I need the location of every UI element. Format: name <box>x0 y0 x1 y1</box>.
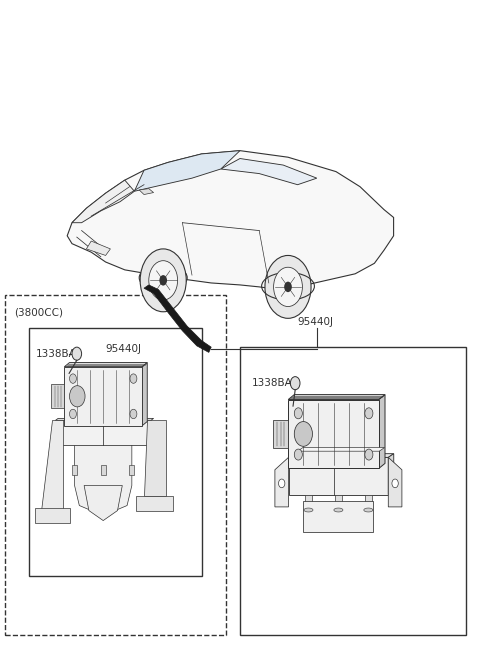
Circle shape <box>70 374 76 383</box>
Circle shape <box>130 374 137 383</box>
Polygon shape <box>86 241 110 255</box>
Circle shape <box>365 408 373 419</box>
Polygon shape <box>144 421 166 496</box>
Text: 95440J: 95440J <box>298 317 334 328</box>
Polygon shape <box>41 421 63 510</box>
Polygon shape <box>134 151 240 191</box>
Polygon shape <box>388 454 394 495</box>
Polygon shape <box>379 394 385 468</box>
Polygon shape <box>273 421 288 448</box>
Text: (3800CC): (3800CC) <box>14 308 63 318</box>
Polygon shape <box>72 180 134 223</box>
Ellipse shape <box>364 508 373 512</box>
Polygon shape <box>388 457 402 507</box>
Polygon shape <box>74 445 132 515</box>
Circle shape <box>159 275 167 286</box>
Polygon shape <box>139 189 154 195</box>
Polygon shape <box>56 421 151 445</box>
Circle shape <box>294 408 302 419</box>
Circle shape <box>392 479 398 488</box>
Polygon shape <box>142 363 147 426</box>
Ellipse shape <box>304 508 313 512</box>
Polygon shape <box>67 151 394 290</box>
Bar <box>240 347 466 635</box>
Circle shape <box>149 261 178 300</box>
Polygon shape <box>365 495 372 510</box>
Polygon shape <box>129 466 134 476</box>
Polygon shape <box>298 447 384 451</box>
Circle shape <box>140 249 186 312</box>
Polygon shape <box>144 285 211 352</box>
Circle shape <box>294 422 312 446</box>
Polygon shape <box>101 466 106 476</box>
Polygon shape <box>288 454 394 457</box>
Bar <box>5 295 226 635</box>
Polygon shape <box>64 363 147 367</box>
Circle shape <box>274 267 302 307</box>
Polygon shape <box>288 400 379 468</box>
Polygon shape <box>84 485 122 521</box>
Circle shape <box>294 449 302 460</box>
Polygon shape <box>72 466 77 476</box>
Text: 1338BA: 1338BA <box>36 348 77 359</box>
Text: 1338BA: 1338BA <box>252 378 293 388</box>
Circle shape <box>130 409 137 419</box>
Ellipse shape <box>334 508 343 512</box>
Polygon shape <box>305 495 312 510</box>
Circle shape <box>290 377 300 390</box>
Polygon shape <box>303 500 373 532</box>
Circle shape <box>70 409 76 419</box>
Bar <box>29 328 202 576</box>
Polygon shape <box>288 457 388 495</box>
Polygon shape <box>35 508 70 523</box>
Polygon shape <box>56 419 154 421</box>
Polygon shape <box>51 384 64 408</box>
Polygon shape <box>335 495 342 510</box>
Circle shape <box>278 479 285 488</box>
Polygon shape <box>288 394 385 400</box>
Circle shape <box>365 449 373 460</box>
Circle shape <box>72 347 82 360</box>
Polygon shape <box>136 496 173 510</box>
Circle shape <box>284 282 292 292</box>
Circle shape <box>265 255 311 318</box>
Polygon shape <box>275 457 288 507</box>
Circle shape <box>70 386 85 407</box>
Polygon shape <box>221 159 317 185</box>
Text: 95440J: 95440J <box>106 344 142 354</box>
Polygon shape <box>64 367 142 426</box>
